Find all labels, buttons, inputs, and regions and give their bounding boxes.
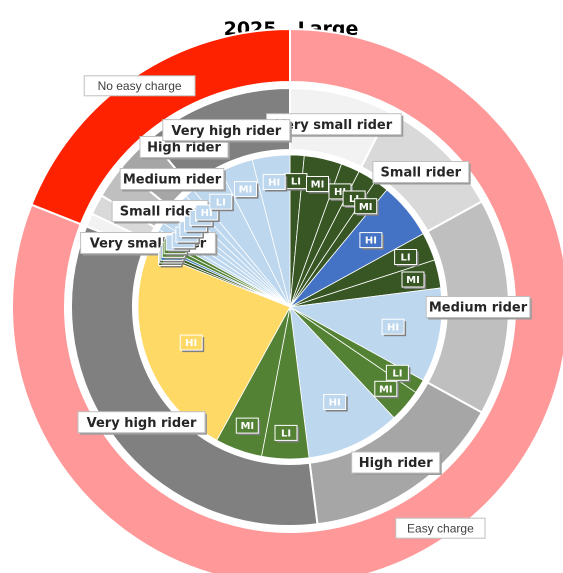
usage-label-28-mi: MI — [234, 181, 259, 199]
rider-label-9-very-high-rider-text: Very high rider — [171, 124, 281, 139]
usage-label-10-mi: MI — [374, 380, 399, 399]
usage-label-text: HI — [268, 178, 280, 189]
rider-label-1-small-rider-text: Small rider — [381, 166, 462, 181]
charging-label-no-easy-charge: No easy charge — [83, 75, 196, 97]
usage-label-text: LI — [281, 429, 291, 440]
data-labels: Easy charge No easy charge Very small ride… — [77, 75, 532, 539]
rider-label-1-small-rider: Small rider — [372, 161, 471, 185]
usage-label-14-hi: HI — [179, 334, 205, 353]
usage-slice-8-hi — [288, 287, 443, 381]
usage-slice-29-hi — [251, 154, 291, 308]
rider-label-6-small-rider-text: Small rider — [120, 205, 201, 220]
charging-ring — [11, 27, 563, 573]
usage-label-text: LI — [401, 253, 411, 264]
usage-label-13-mi: MI — [235, 417, 261, 436]
rider-label-7-medium-rider-text: Medium rider — [123, 173, 222, 188]
charging-label-easy-charge-text: Easy charge — [407, 522, 474, 536]
rider-label-2-medium-rider: Medium rider — [425, 296, 532, 320]
usage-label-text: HI — [365, 236, 377, 247]
usage-label-12-li: LI — [274, 424, 299, 443]
usage-label-6-li: LI — [394, 249, 419, 267]
usage-label-text: MI — [379, 384, 393, 395]
rider-label-0-very-small-rider: Very small rider — [266, 113, 404, 137]
usage-label-text: HI — [387, 322, 399, 333]
charging-slice-0-easy-charge — [11, 27, 563, 573]
usage-label-1-mi: MI — [306, 176, 331, 194]
usage-label-5-hi: HI — [359, 232, 384, 250]
usage-label-8-hi: HI — [381, 318, 407, 337]
rider-label-6-small-rider: Small rider — [111, 200, 210, 224]
usage-label-text: HI — [185, 338, 197, 349]
usage-label-text: HI — [329, 398, 341, 409]
usage-label-text: MI — [359, 202, 373, 213]
rider-label-2-medium-rider-text: Medium rider — [429, 301, 528, 316]
usage-label-0-li: LI — [284, 173, 309, 191]
rider-label-7-medium-rider: Medium rider — [119, 168, 226, 192]
rider-label-9-very-high-rider: Very high rider — [162, 119, 292, 143]
usage-label-text: LI — [392, 368, 402, 379]
usage-label-text: LI — [216, 197, 226, 208]
rider-label-8-high-rider-text: High rider — [147, 141, 221, 156]
usage-label-text: MI — [240, 421, 254, 432]
usage-slice-11-hi — [289, 305, 395, 459]
rider-label-3-high-rider: High rider — [351, 451, 442, 475]
usage-label-27-li: LI — [209, 193, 234, 212]
usage-label-29-hi: HI — [262, 174, 288, 192]
usage-label-text: HI — [201, 208, 213, 219]
charging-label-no-easy-charge-text: No easy charge — [98, 79, 182, 93]
charging-label-easy-charge: Easy charge — [395, 517, 486, 539]
usage-label-text: MI — [406, 275, 420, 286]
usage-label-text: MI — [311, 180, 325, 191]
charging-slice-1-no-easy-charge — [30, 27, 291, 226]
usage-label-text: LI — [349, 194, 359, 205]
rider-label-4-very-high-rider: Very high rider — [77, 411, 207, 435]
usage-label-text: HI — [334, 187, 346, 198]
usage-label-text: MI — [239, 185, 253, 196]
rider-label-0-very-small-rider-text: Very small rider — [276, 118, 393, 133]
rider-label-3-high-rider-text: High rider — [359, 456, 433, 471]
usage-label-7-mi: MI — [401, 271, 426, 289]
rider-label-4-very-high-rider-text: Very high rider — [87, 416, 197, 431]
usage-label-11-hi: HI — [323, 394, 348, 412]
usage-label-4-mi: MI — [354, 198, 379, 216]
usage-label-text: LI — [291, 177, 301, 188]
usage-label-9-li: LI — [385, 364, 411, 383]
